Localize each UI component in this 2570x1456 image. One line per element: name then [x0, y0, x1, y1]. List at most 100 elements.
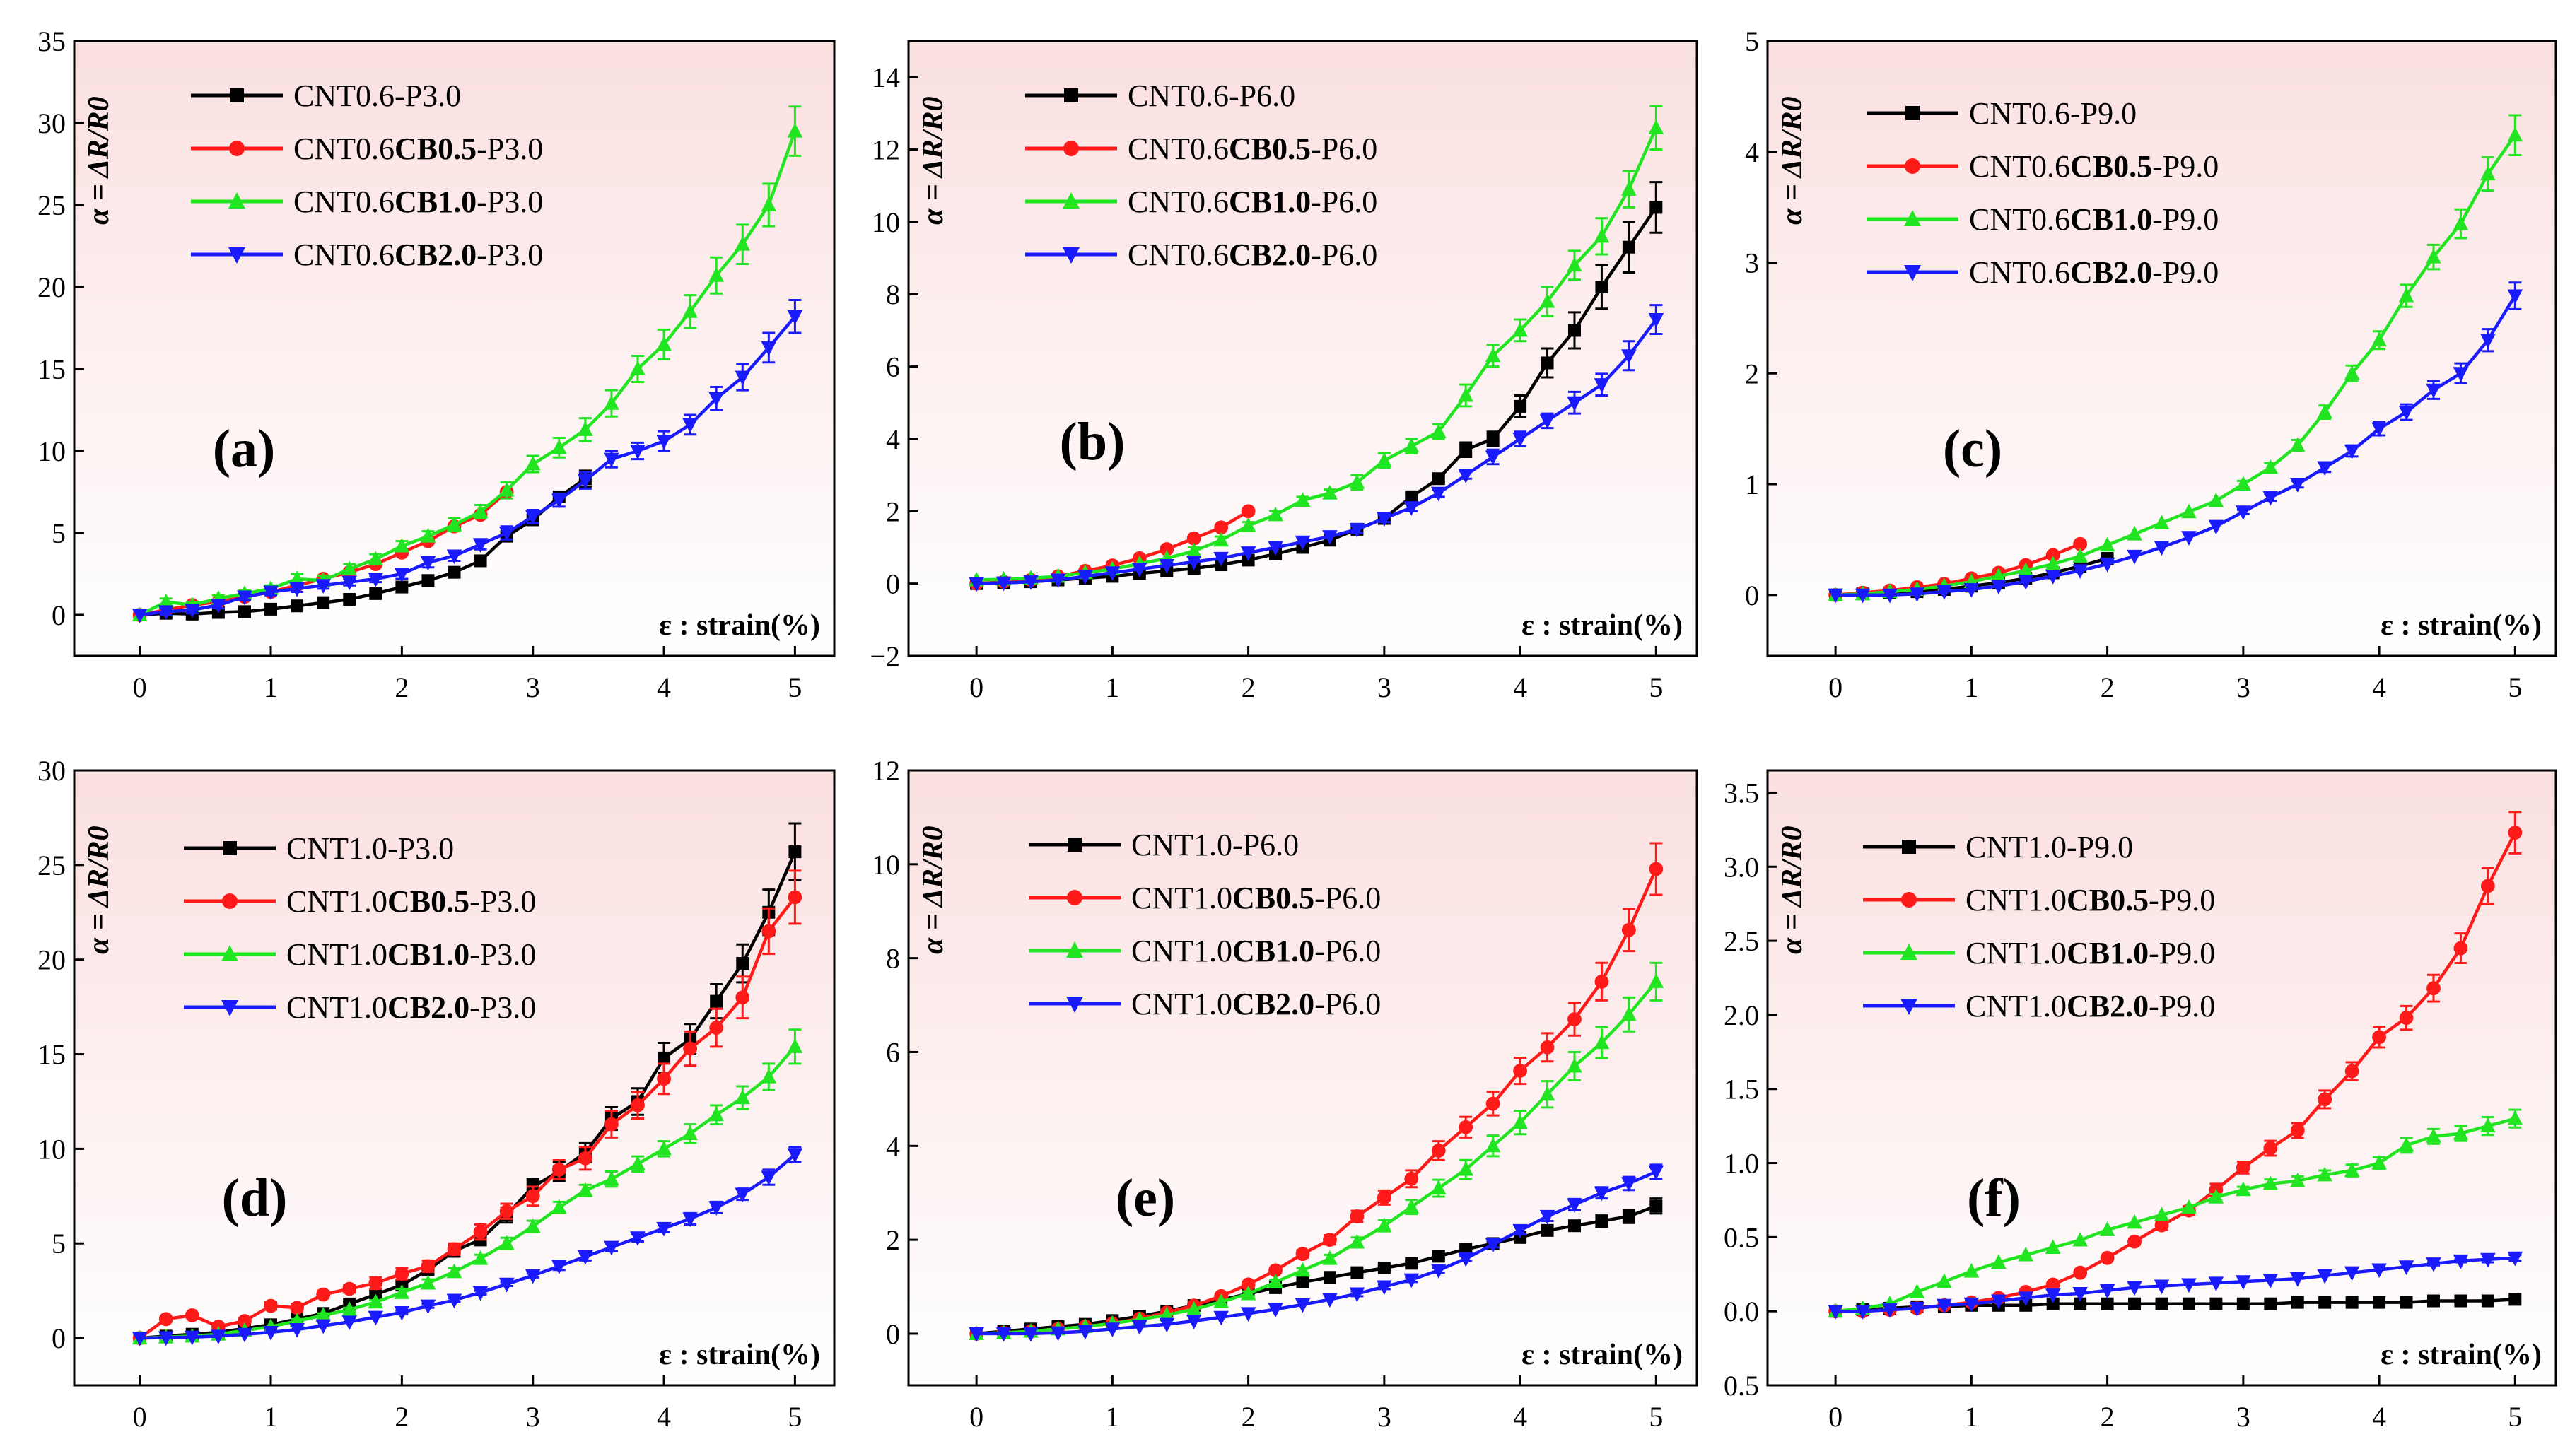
- data-point: [787, 1148, 803, 1163]
- data-point: [2373, 1296, 2386, 1309]
- data-point: [1430, 1264, 1447, 1279]
- data-point: [369, 587, 382, 600]
- y-tick-label: 1.0: [1724, 1148, 1759, 1180]
- data-point: [1430, 423, 1447, 438]
- x-tick-label: 3: [526, 1401, 540, 1433]
- data-point: [2454, 1294, 2467, 1308]
- y-tick-label: 30: [37, 755, 66, 787]
- data-point: [420, 527, 436, 543]
- series-line: [1835, 1256, 2516, 1313]
- data-point: [2072, 564, 2088, 579]
- data-point: [2045, 548, 2060, 563]
- data-point: [132, 1332, 148, 1346]
- data-point: [446, 516, 462, 532]
- data-point: [2099, 557, 2115, 573]
- data-point: [1268, 506, 1283, 522]
- data-point: [525, 1189, 540, 1204]
- data-point: [1350, 1209, 1365, 1223]
- data-point: [472, 1250, 489, 1265]
- data-point: [2236, 1181, 2251, 1197]
- data-point: [1512, 432, 1528, 447]
- y-axis-label: α = ΔR/R0: [83, 826, 115, 954]
- x-tick-label: 3: [2236, 671, 2250, 703]
- legend-text-prefix: CNT1.0: [286, 937, 387, 972]
- y-tick-label: 0.5: [1724, 1221, 1759, 1253]
- data-point: [2289, 1172, 2306, 1187]
- legend-text-suffix: -P9.0: [2070, 96, 2137, 131]
- series-CNT0.6CB2.0-P6.0: [969, 304, 1664, 592]
- data-point: [578, 1151, 592, 1166]
- data-point: [1541, 356, 1554, 370]
- series-CNT0.6CB2.0-P3.0: [132, 299, 803, 623]
- legend-text-bold: CB1.0: [2067, 936, 2149, 970]
- legend-text-suffix: -P9.0: [2152, 255, 2219, 290]
- legend-text-bold: CB2.0: [2070, 255, 2152, 290]
- data-point: [1621, 1177, 1637, 1192]
- data-point: [2045, 556, 2061, 570]
- data-point: [1594, 228, 1610, 243]
- legend-marker: [228, 192, 245, 209]
- legend-marker: [229, 141, 245, 156]
- data-point: [2453, 215, 2469, 230]
- x-tick-label: 0: [133, 671, 147, 703]
- data-point: [1214, 520, 1229, 535]
- data-point: [1077, 570, 1093, 585]
- data-point: [2480, 879, 2495, 893]
- data-point: [1963, 1297, 1980, 1313]
- data-point: [1295, 535, 1311, 551]
- legend-text-prefix: CNT1.0: [1131, 828, 1232, 862]
- data-point: [342, 1281, 357, 1296]
- data-point: [291, 599, 304, 613]
- data-point: [2453, 941, 2468, 956]
- legend-text-prefix: CNT0.6: [1969, 202, 2070, 237]
- data-point: [1377, 1190, 1391, 1205]
- data-point: [185, 1308, 199, 1322]
- data-point: [551, 1260, 567, 1275]
- data-point: [2344, 365, 2360, 380]
- data-point: [2344, 1064, 2359, 1079]
- data-point: [1991, 568, 2007, 583]
- data-point: [1539, 1209, 1555, 1225]
- y-tick-label: 35: [37, 25, 66, 57]
- legend-text-suffix: -P6.0: [1314, 987, 1381, 1021]
- x-tick-label: 4: [2372, 1401, 2386, 1433]
- data-point: [316, 1287, 331, 1302]
- data-point: [1268, 541, 1283, 556]
- x-tick-label: 2: [2101, 1401, 2115, 1433]
- legend-text-prefix: CNT1.0: [1966, 936, 2067, 970]
- data-point: [2099, 536, 2115, 552]
- data-point: [2262, 1175, 2279, 1190]
- legend-text-prefix: CNT0.6: [1969, 255, 2070, 290]
- data-point: [2289, 478, 2306, 493]
- plot-background: [74, 770, 834, 1385]
- legend-text-prefix: CNT1.0: [1131, 934, 1232, 968]
- data-point: [2426, 981, 2441, 996]
- data-point: [211, 599, 226, 613]
- data-point: [1567, 257, 1582, 272]
- legend-marker: [1063, 192, 1080, 209]
- legend-text-prefix: CNT0.6: [1128, 78, 1229, 113]
- y-tick-label: 25: [37, 189, 66, 221]
- x-tick-label: 3: [1377, 1401, 1391, 1433]
- data-point: [2344, 445, 2360, 459]
- data-point: [1648, 119, 1664, 134]
- legend-entry: CNT1.0CB0.5-P3.0: [286, 884, 536, 919]
- data-point: [1963, 1262, 1980, 1278]
- data-point: [551, 493, 567, 509]
- data-point: [1403, 501, 1420, 516]
- data-point: [1160, 542, 1174, 556]
- y-axis-label: α = ΔR/R0: [917, 826, 950, 954]
- data-point: [2127, 1234, 2142, 1249]
- data-point: [1159, 559, 1175, 574]
- legend-marker: [1902, 840, 1916, 854]
- x-tick-label: 4: [2372, 671, 2386, 703]
- data-point: [2072, 1287, 2088, 1302]
- data-point: [2426, 248, 2441, 264]
- legend-text-prefix: CNT0.6: [1969, 149, 2070, 184]
- data-point: [1322, 1293, 1338, 1308]
- y-tick-label: 3.5: [1724, 777, 1759, 809]
- legend-text-suffix: -P6.0: [1314, 881, 1381, 915]
- data-point: [2317, 1166, 2332, 1182]
- data-point: [290, 1301, 304, 1315]
- data-point: [263, 585, 279, 601]
